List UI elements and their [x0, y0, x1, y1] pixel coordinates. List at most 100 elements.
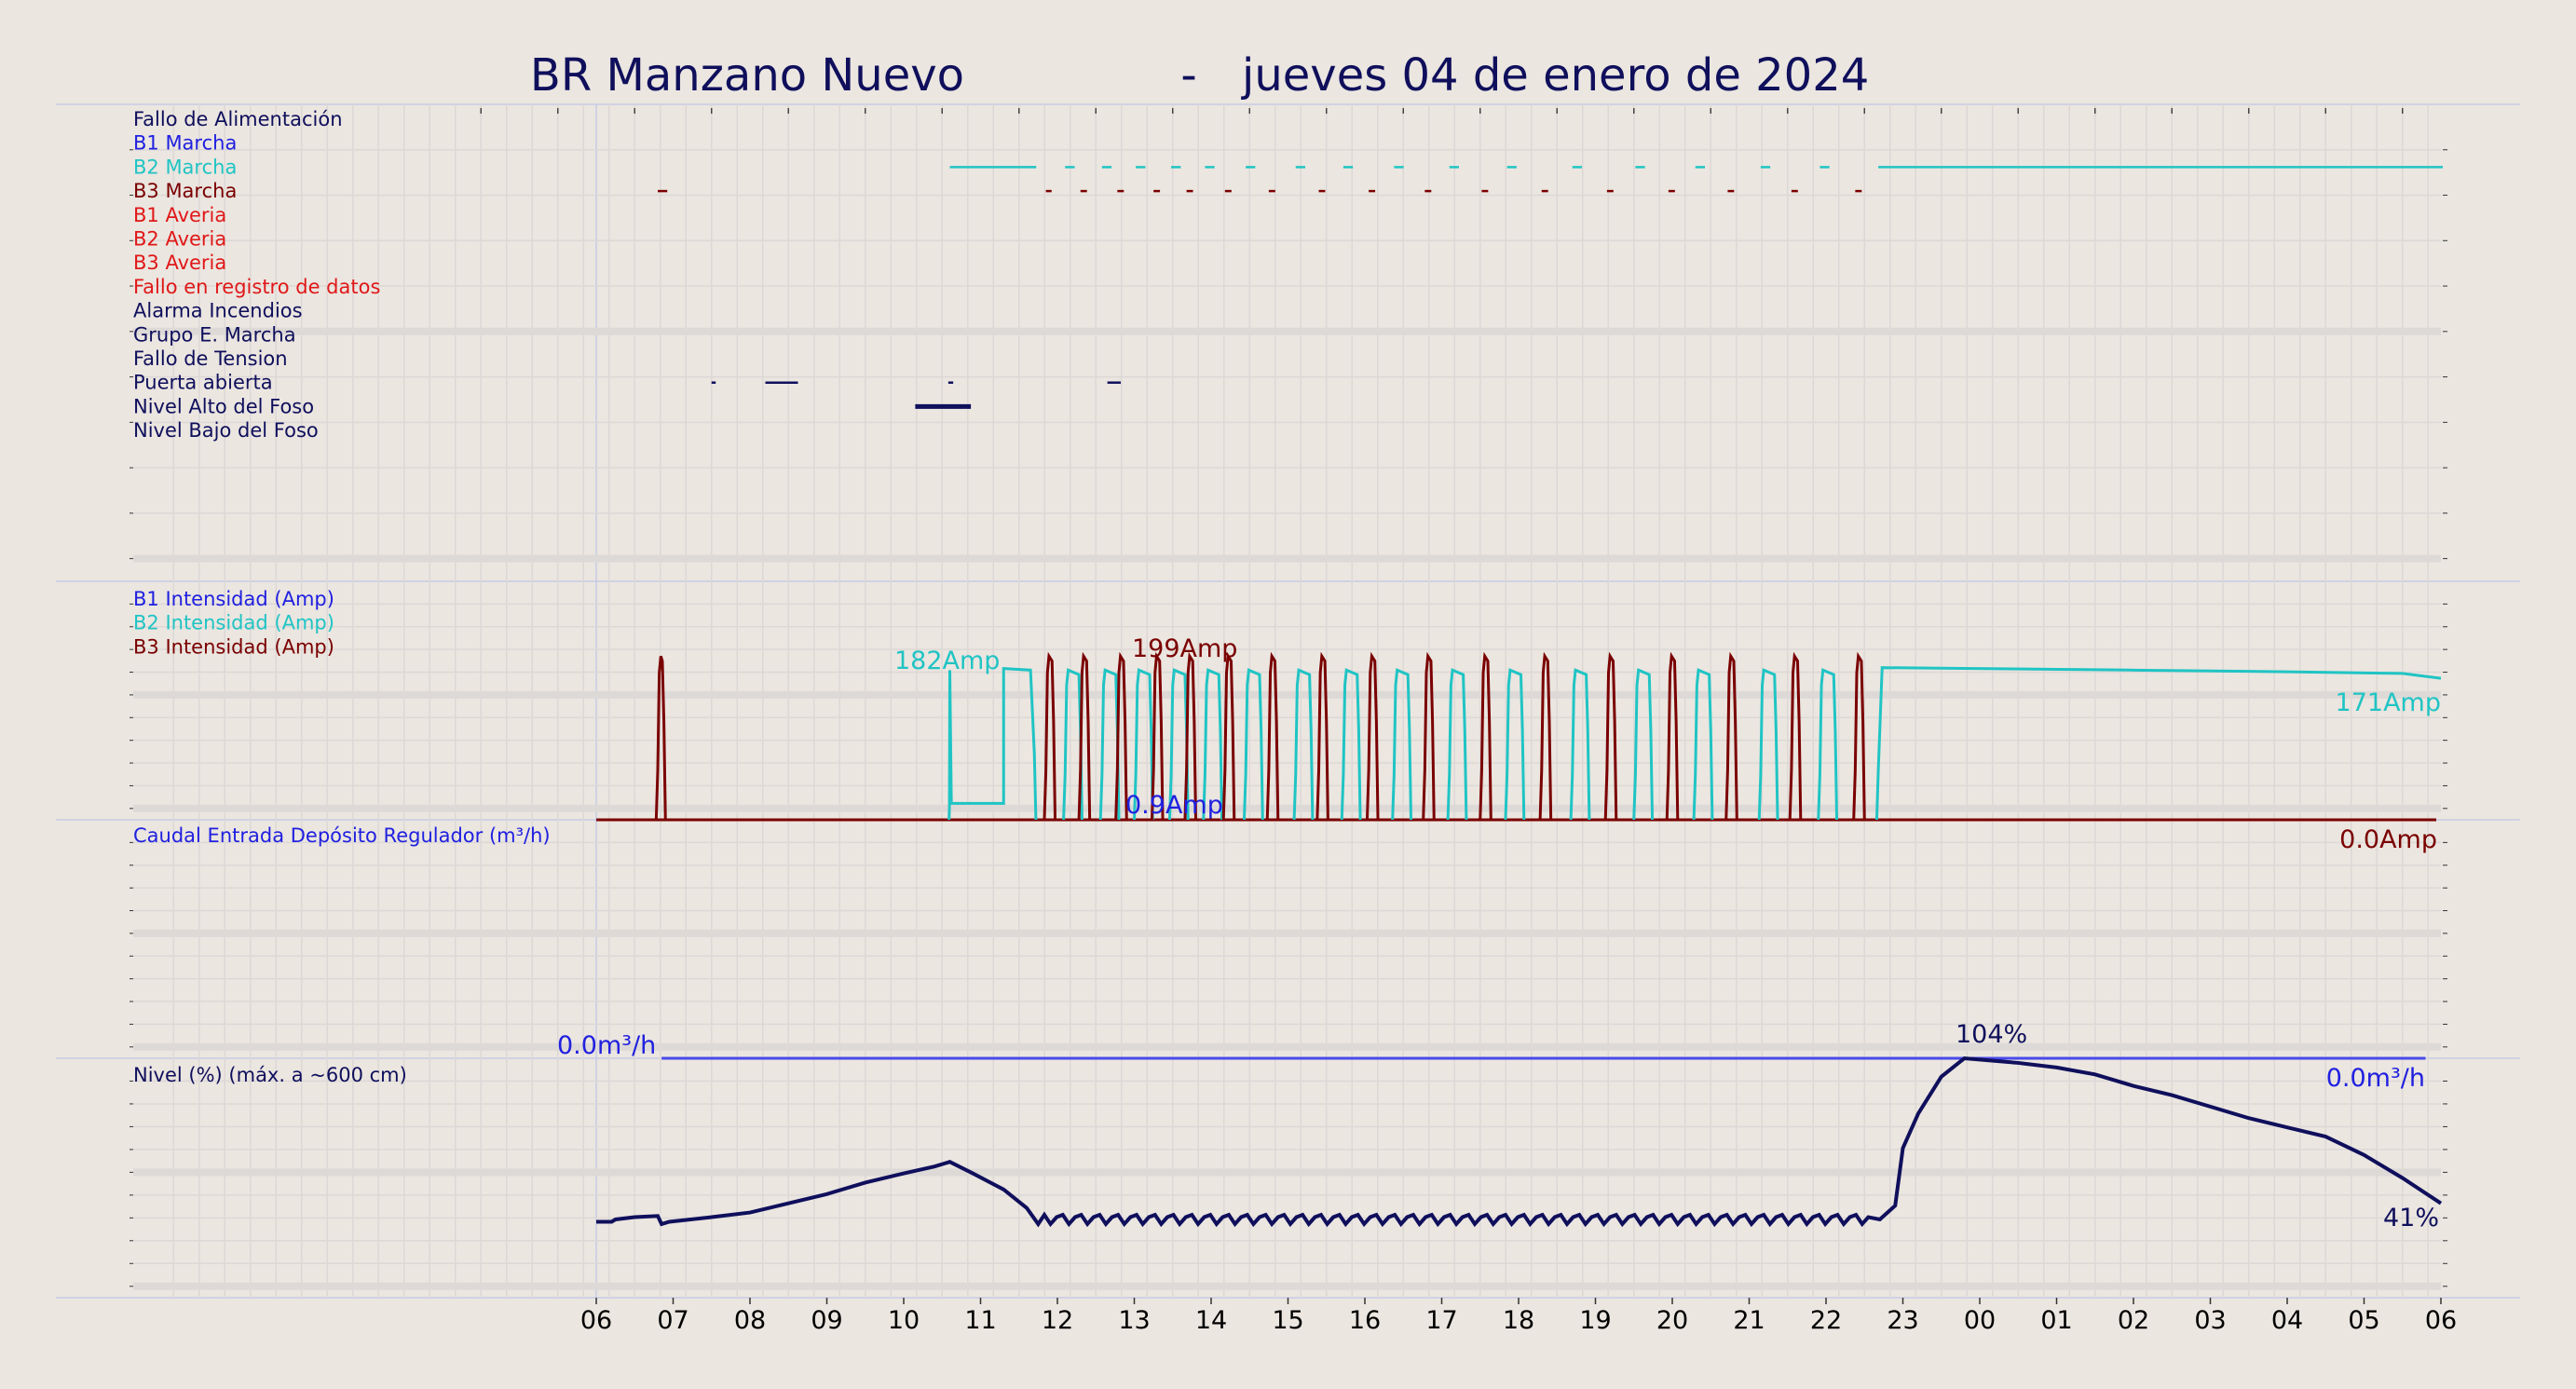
chart-title: BR Manzano Nuevo - jueves 04 de enero de… — [530, 49, 1869, 102]
b3-trace — [1043, 651, 1057, 821]
b3-trace — [1077, 651, 1092, 821]
x-tick-label: 13 — [1118, 1306, 1150, 1335]
status-label: Nivel Bajo del Foso — [133, 419, 319, 442]
x-tick-label: 10 — [888, 1306, 920, 1335]
intensity-label: B3 Intensidad (Amp) — [133, 635, 334, 658]
x-tick-label: 18 — [1503, 1306, 1534, 1335]
b3-trace — [1265, 651, 1280, 821]
intensity-label: B1 Intensidad (Amp) — [133, 588, 334, 610]
level-trace — [596, 1055, 2443, 1228]
b2-trace — [1391, 668, 1412, 821]
x-tick-label: 03 — [2194, 1306, 2226, 1335]
b2-trace — [1817, 668, 1839, 821]
x-axis: 06 07 08 09 10 11 12 13 14 15 16 17 18 19 20 21 22 23 00 01… — [580, 1298, 2457, 1335]
x-tick-label: 00 — [1964, 1306, 1996, 1335]
b3-trace — [1665, 651, 1680, 821]
status-label: Fallo de Tension — [133, 347, 288, 370]
x-tick-label: 12 — [1042, 1306, 1073, 1335]
data-layer — [596, 166, 2443, 1228]
x-tick-label: 16 — [1349, 1306, 1381, 1335]
x-tick-label: 07 — [657, 1306, 688, 1335]
annotation-level-end: 41% — [2383, 1204, 2439, 1232]
annotation-flow-end: 0.0m³/h — [2326, 1064, 2425, 1093]
level-annotations: 104% 41% — [1956, 1020, 2439, 1232]
b3-trace — [1183, 651, 1197, 821]
x-tick-label: 09 — [811, 1306, 842, 1335]
background-layer — [56, 103, 2520, 1299]
x-tick-label: 06 — [580, 1306, 612, 1335]
status-label: B2 Averia — [133, 228, 226, 251]
annotation-171amp: 171Amp — [2336, 688, 2441, 717]
b3-trace — [1365, 651, 1380, 821]
status-label: B1 Averia — [133, 204, 226, 226]
b2-trace — [1446, 668, 1468, 821]
b2-trace — [1504, 668, 1526, 821]
b2-trace — [947, 666, 1038, 821]
status-label: B1 Marcha — [133, 132, 237, 155]
x-tick-label: 11 — [964, 1306, 996, 1335]
b3-trace — [1479, 651, 1492, 821]
b2-trace — [1874, 666, 2442, 821]
b2-trace — [1757, 668, 1779, 821]
b2-trace — [1692, 668, 1714, 821]
annotation-flow-start: 0.0m³/h — [557, 1031, 656, 1060]
annotation-0-9amp: 0.9Amp — [1125, 791, 1223, 820]
b3-trace — [1724, 651, 1738, 821]
x-tick-label: 17 — [1425, 1306, 1457, 1335]
b3-trace — [1315, 651, 1329, 821]
b3-trace — [1422, 651, 1436, 821]
level-label: Nivel (%) (máx. a ~600 cm) — [133, 1064, 407, 1086]
status-label: Fallo en registro de datos — [133, 276, 380, 298]
x-tick-label: 02 — [2118, 1306, 2149, 1335]
b3-trace — [1221, 651, 1236, 821]
status-label: Grupo E. Marcha — [133, 323, 296, 346]
flow-annotations: 0.0m³/h 0.0m³/h — [557, 1031, 2425, 1093]
b2-trace — [1340, 668, 1362, 821]
b2-trace — [1632, 668, 1655, 821]
x-tick-label: 15 — [1272, 1306, 1303, 1335]
b2-trace — [1292, 668, 1315, 821]
b2-trace — [1133, 668, 1154, 821]
b2-trace — [1202, 668, 1224, 821]
x-tick-label: 01 — [2040, 1306, 2072, 1335]
b3-trace — [1150, 651, 1165, 821]
x-tick-label: 22 — [1810, 1306, 1842, 1335]
x-tick-label: 23 — [1887, 1306, 1918, 1335]
b3-trace — [1603, 651, 1618, 821]
grid-layer — [129, 104, 2447, 1298]
status-label: Nivel Alto del Foso — [133, 395, 314, 417]
title-station: BR Manzano Nuevo — [530, 49, 964, 102]
x-tick-label: 04 — [2271, 1306, 2303, 1335]
b3-trace — [1114, 651, 1128, 821]
title-date: jueves 04 de enero de 2024 — [1241, 49, 1869, 102]
b2-trace — [1569, 668, 1591, 821]
status-label: B2 Marcha — [133, 156, 237, 178]
x-tick-label: 19 — [1579, 1306, 1611, 1335]
status-label: Fallo de Alimentación — [133, 108, 343, 130]
intensity-label: B2 Intensidad (Amp) — [133, 612, 334, 634]
x-tick-label: 06 — [2425, 1306, 2457, 1335]
status-label: B3 Averia — [133, 252, 226, 274]
x-tick-label: 05 — [2348, 1306, 2379, 1335]
annotation-0-0amp: 0.0Amp — [2339, 825, 2437, 854]
b3-trace — [1788, 651, 1803, 821]
x-tick-label: 21 — [1733, 1306, 1765, 1335]
annotation-level-max: 104% — [1956, 1020, 2027, 1049]
b3-trace — [1538, 651, 1553, 821]
x-tick-label: 08 — [734, 1306, 766, 1335]
annotation-182amp: 182Amp — [894, 647, 1000, 675]
b2-trace — [1242, 668, 1264, 821]
b3-trace — [1852, 651, 1866, 821]
status-label: B3 Marcha — [133, 180, 237, 202]
intensity-legend: B1 Intensidad (Amp)B2 Intensidad (Amp)B3… — [133, 588, 334, 658]
x-tick-label: 20 — [1656, 1306, 1688, 1335]
status-label: Alarma Incendios — [133, 300, 303, 322]
flow-label: Caudal Entrada Depósito Regulador (m³/h) — [133, 824, 551, 847]
status-label: Puerta abierta — [133, 372, 273, 394]
annotation-199amp: 199Amp — [1132, 634, 1237, 663]
b3-trace — [654, 655, 667, 821]
x-tick-label: 14 — [1195, 1306, 1227, 1335]
intensity-annotations: 182Amp 199Amp 0.9Amp 171Amp 0.0Amp — [894, 634, 2441, 854]
